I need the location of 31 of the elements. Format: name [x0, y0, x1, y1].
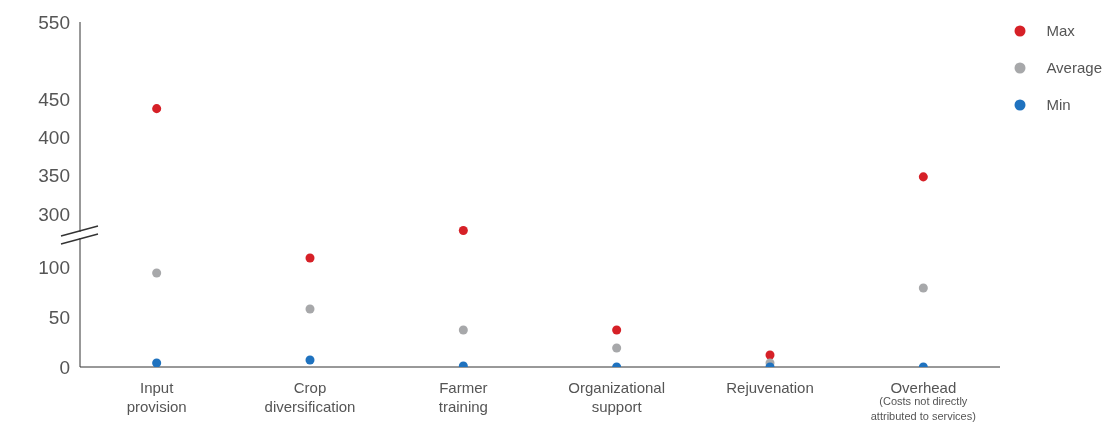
point — [458, 226, 468, 236]
point — [305, 304, 315, 314]
y-tick-label: 100 — [38, 257, 70, 278]
x-tick-label: Input provision — [126, 379, 187, 415]
legend-label: Max — [1046, 22, 1075, 39]
y2-tick-label: 300 — [38, 203, 70, 225]
y-tick-label: 50 — [48, 307, 70, 328]
text: (Costs not directly attributed to services) — [870, 395, 976, 422]
point — [152, 268, 162, 278]
point — [765, 350, 775, 360]
y2-tick-label: 550 — [38, 12, 70, 33]
y-tick-label: 0 — [59, 357, 70, 378]
x-tick-label: Farmer training — [438, 379, 488, 415]
x-tick-label: Organizational support — [568, 379, 666, 415]
y2-tick-label: 450 — [38, 88, 70, 110]
point — [612, 343, 622, 353]
point — [305, 355, 315, 365]
x-tick-label: Overhead — [890, 379, 957, 396]
legend-label: Average — [1046, 59, 1102, 76]
y2-tick-label: 400 — [38, 127, 70, 148]
point — [918, 172, 928, 182]
point — [612, 325, 622, 335]
point — [458, 325, 468, 335]
point — [305, 253, 315, 263]
x-tick-label: Crop diversification — [264, 379, 356, 415]
x-tick-label: Rejuvenation — [726, 379, 814, 396]
point — [918, 283, 928, 293]
point — [152, 358, 162, 367]
legend-label: Min — [1046, 96, 1071, 113]
y2-tick-label: 350 — [38, 165, 70, 187]
point — [152, 104, 162, 114]
